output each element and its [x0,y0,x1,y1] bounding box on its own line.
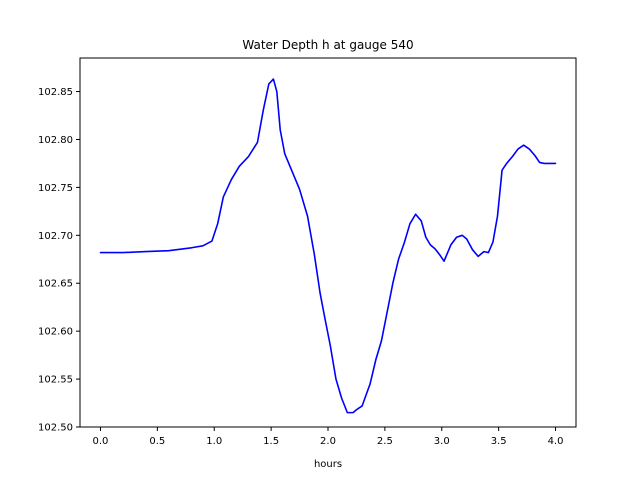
y-tick-label: 102.75 [38,183,73,194]
x-tick-label: 3.0 [434,436,450,447]
series-line-0 [99,78,557,414]
y-tick-label: 102.70 [38,231,73,242]
axes-frame [79,57,577,428]
x-tick-label: 3.5 [491,436,507,447]
x-tick-label: 1.0 [206,436,222,447]
x-tick-label: 4.0 [548,436,564,447]
y-tick-label: 102.50 [38,423,73,434]
x-tick-label: 0.5 [149,436,165,447]
x-tick-label: 1.5 [263,436,279,447]
y-tick-label: 102.85 [38,87,73,98]
y-tick-label: 102.65 [38,279,73,290]
chart-title: Water Depth h at gauge 540 [242,38,413,52]
x-axis-label: hours [314,459,342,470]
y-tick-label: 102.60 [38,327,73,338]
y-axis: 102.50 102.55 102.60 102.65 102.70 102.75 102.… [38,87,80,434]
x-axis: 0.0 0.5 1.0 1.5 2.0 2.5 3.0 3.5 4.0 [93,427,564,447]
y-tick-label: 102.80 [38,135,73,146]
x-tick-label: 2.5 [377,436,393,447]
x-tick-label: 2.0 [320,436,336,447]
y-tick-label: 102.55 [38,375,73,386]
plot-area [99,78,557,414]
x-tick-label: 0.0 [93,436,109,447]
